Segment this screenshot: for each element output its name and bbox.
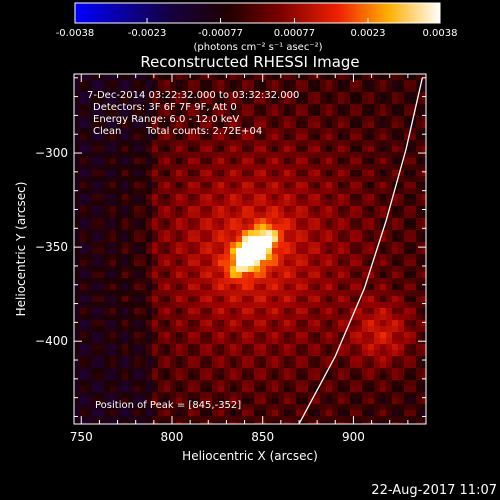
colorbar-tick-label: 0.0023: [350, 28, 385, 39]
x-tick-label: 750: [70, 430, 93, 444]
annotation-method: Clean: [93, 126, 121, 137]
x-axis-label: Heliocentric X (arcsec): [182, 449, 318, 463]
axis-ticks: [74, 74, 427, 424]
x-tick-label: 850: [251, 430, 274, 444]
colorbar-tick-label: 0.0038: [423, 28, 458, 39]
solar-limb-curve: [298, 77, 424, 424]
annotation-total-counts: Total counts: 2.72E+04: [145, 126, 262, 137]
x-tick-label: 900: [342, 430, 365, 444]
annotation-energy-range: Energy Range: 6.0 - 12.0 keV: [93, 114, 239, 125]
colorbar-tick-label: -0.00077: [198, 28, 243, 39]
annotation-detectors: Detectors: 3F 6F 7F 9F, Att 0: [93, 102, 237, 113]
colorbar-gradient: [74, 2, 441, 24]
y-tick-labels: −300 −350 −400: [35, 146, 68, 348]
colorbar-tick-label: -0.0038: [56, 28, 95, 39]
x-tick-label: 800: [161, 430, 184, 444]
x-tick-labels: 750 800 850 900: [70, 430, 365, 444]
colorbar-tick-label: -0.0023: [128, 28, 167, 39]
y-axis-label: Heliocentric Y (arcsec): [14, 182, 28, 317]
colorbar-ticks: -0.0038 -0.0023 -0.00077 0.00077 0.0023 0.003…: [56, 18, 458, 39]
footer-timestamp: 22-Aug-2017 11:07: [371, 483, 497, 498]
colorbar-units-label: (photons cm⁻² s⁻¹ asec⁻²): [193, 42, 322, 53]
annotation-peak-position: Position of Peak = [845,-352]: [95, 400, 241, 411]
chart-title: Reconstructed RHESSI Image: [140, 53, 359, 71]
y-tick-label: −300: [35, 146, 68, 160]
image-area: [73, 73, 427, 425]
colorbar-tick-label: 0.00077: [274, 28, 315, 39]
y-tick-label: −350: [35, 240, 68, 254]
plot-frame: [73, 73, 427, 425]
y-tick-label: −400: [35, 334, 68, 348]
annotations: 7-Dec-2014 03:22:32.000 to 03:32:32.000 …: [87, 90, 299, 411]
annotation-time-range: 7-Dec-2014 03:22:32.000 to 03:32:32.000: [87, 90, 299, 101]
colorbar: -0.0038 -0.0023 -0.00077 0.00077 0.0023 0.003…: [56, 2, 458, 53]
heatmap: [74, 74, 426, 424]
